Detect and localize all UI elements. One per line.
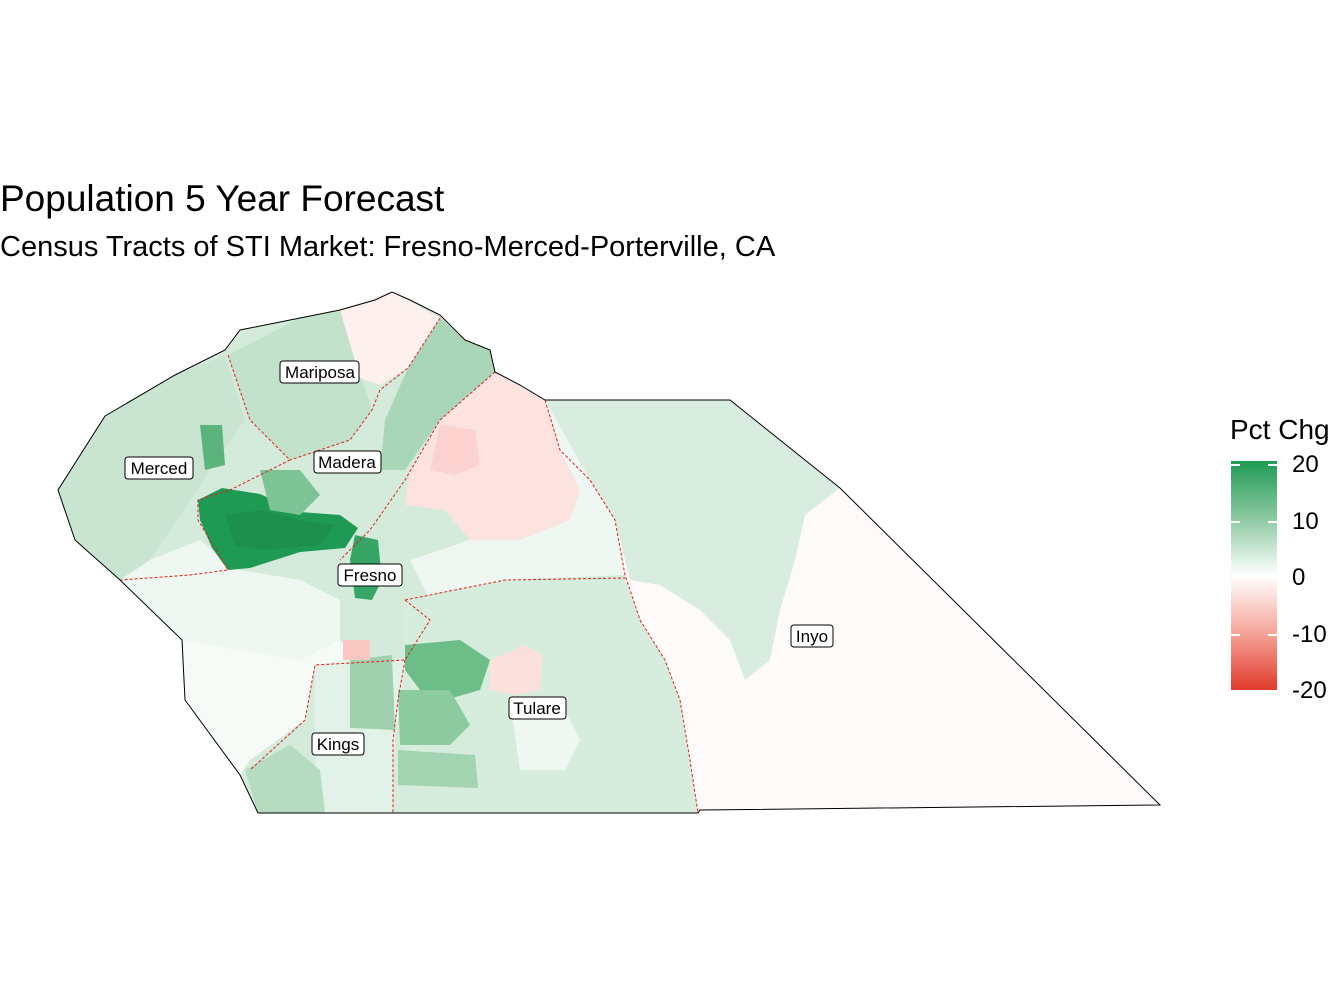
county-label-madera: Madera [313, 450, 382, 474]
fresno-tulare-border [404, 577, 626, 601]
legend-tick-label: -20 [1292, 677, 1327, 704]
svg-text:Kings: Kings [317, 735, 360, 754]
kings-center-tracts [350, 655, 395, 730]
inyo-north-tracts [545, 400, 840, 680]
legend-colorbar [1231, 461, 1277, 690]
legend-tick-label: -10 [1292, 621, 1327, 648]
svg-text:Fresno: Fresno [344, 566, 397, 585]
madera-border [289, 317, 441, 461]
svg-text:Inyo: Inyo [796, 627, 828, 646]
fresno-west-tracts [183, 640, 360, 775]
fresno-inyo-border [544, 399, 699, 814]
legend-tick-label: 10 [1292, 508, 1319, 535]
legend-tick-label: 20 [1292, 451, 1319, 478]
svg-text:Madera: Madera [318, 453, 376, 472]
county-label-merced: Merced [124, 456, 194, 480]
mariposa-fill [228, 310, 372, 460]
madera-south-border [339, 371, 496, 561]
kings-border [249, 599, 431, 771]
county-label-mariposa: Mariposa [279, 360, 360, 384]
tulare-south-dense [398, 690, 470, 745]
tulare-pink-tracts [490, 645, 542, 695]
fresno-east-pale-tracts [410, 400, 625, 600]
tulare-west-dense [405, 640, 490, 700]
madera-north-tracts [260, 470, 320, 515]
merced-city-tracts [200, 425, 225, 470]
county-label-kings: Kings [311, 732, 365, 756]
tulare-south-tracts [398, 750, 478, 788]
legend-tick-label: 0 [1292, 564, 1306, 591]
fresno-ne-pink-core [430, 425, 480, 475]
kings-sw-tracts [245, 745, 325, 813]
county-label-tulare: Tulare [508, 696, 567, 720]
svg-text:Mariposa: Mariposa [285, 363, 355, 382]
county-borders [119, 317, 699, 814]
svg-text:Merced: Merced [131, 459, 188, 478]
mariposa-border [119, 354, 291, 581]
hanford-pink-tract [343, 640, 370, 660]
north-pink-tracts [340, 292, 440, 385]
county-label-fresno: Fresno [337, 563, 403, 587]
legend-title: Pct Chg [1230, 414, 1330, 445]
county-label-inyo: Inyo [790, 624, 834, 648]
tulare-tracts [393, 578, 698, 813]
kings-tulare-border [392, 659, 406, 813]
market-outline [57, 291, 1162, 814]
county-labels: Mariposa Merced Madera Fresno Kings Tula… [124, 360, 834, 756]
fresno-metro-inner [225, 510, 335, 550]
madera-mountain-tracts [380, 318, 495, 470]
tract-fills [58, 292, 1160, 813]
svg-text:Tulare: Tulare [513, 699, 561, 718]
fresno-ne-pink-tracts [405, 372, 580, 540]
chart-title: Population 5 Year Forecast [0, 178, 445, 219]
merced-south-tracts [120, 540, 340, 660]
chart-subtitle: Census Tracts of STI Market: Fresno-Merc… [0, 231, 776, 263]
